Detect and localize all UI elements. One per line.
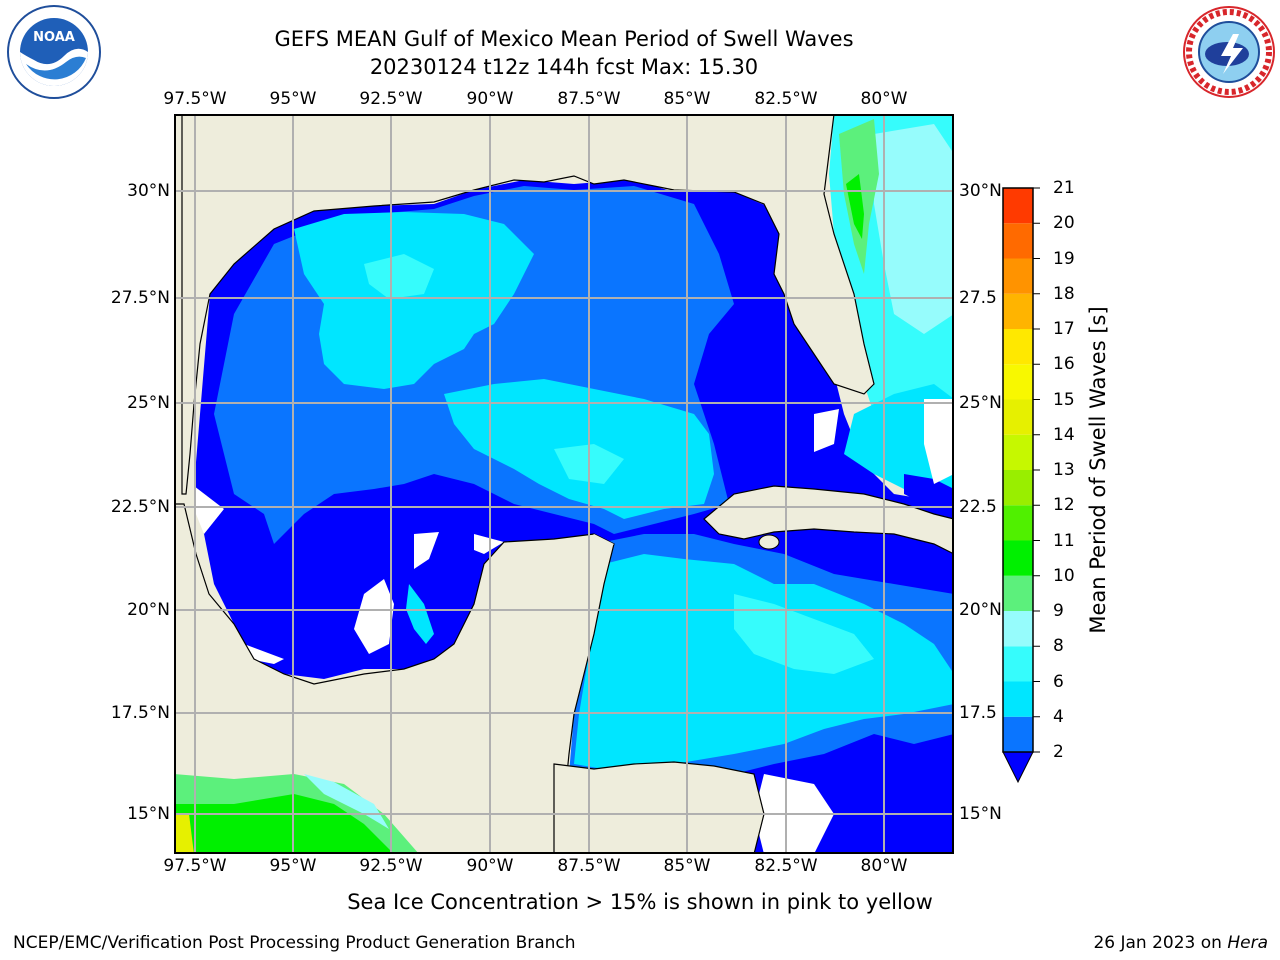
lon-label-bottom: 95°W [269,856,317,876]
pacific-ice-yellow [174,814,194,854]
central-america-land [553,761,765,854]
no-data-area [814,409,839,452]
lat-label-left: 27.5°N [110,288,170,308]
lat-label-right: 22.5 [959,497,997,517]
colorbar-segment [1003,364,1033,400]
colorbar-segment [1003,505,1033,541]
lat-label-right: 15°N [959,804,1002,824]
colorbar-tick-label: 4 [1053,706,1064,727]
sea-ice-note: Sea Ice Concentration > 15% is shown in … [347,890,933,914]
colorbar-segment [1003,399,1033,435]
lat-label-right: 27.5 [959,288,997,308]
mexico-land [174,503,615,854]
lat-label-right: 17.5 [959,703,997,723]
pacific-ice-green [174,794,394,854]
lon-label-top: 92.5°W [359,89,423,109]
colorbar-segment [1003,258,1033,294]
svg-text:NOAA: NOAA [33,30,75,45]
florida-straits-blue [904,474,954,509]
noaa-logo: NOAA [7,5,101,99]
lat-label-left: 17.5°N [110,703,170,723]
lon-label-bottom: 85°W [663,856,711,876]
yucatan-land [569,534,614,584]
pacific-ice-cyan [304,774,389,829]
lat-label-right: 20°N [959,600,1002,620]
colorbar-segment [1003,188,1033,224]
lon-label-top: 80°W [860,89,908,109]
swell-zone-4-6s-bay [406,584,434,644]
colorbar-tick-label: 14 [1053,424,1075,445]
colorbar-segment [1003,434,1033,470]
lon-label-bottom: 87.5°W [557,856,621,876]
colorbar-label: Mean Period of Swell Waves [s] [1086,306,1110,634]
chart-subtitle: 20230124 t12z 144h fcst Max: 15.30 [369,55,759,79]
colorbar-segment [1003,329,1033,365]
colorbar-segment [1003,470,1033,506]
lat-label-left: 20°N [127,600,170,620]
colorbar-segment [1003,611,1033,647]
atlantic-8-9s [874,124,954,334]
swell-period-map [174,114,954,854]
colorbar-tick-label: 10 [1053,565,1075,586]
lon-label-top: 95°W [269,89,317,109]
nws-logo [1183,6,1275,98]
lon-label-top: 82.5°W [754,89,818,109]
colorbar-tick-label: 2 [1053,742,1064,762]
footer-host: Hera [1227,933,1268,953]
no-data-area [194,486,224,534]
colorbar-segment [1003,540,1033,576]
lon-label-bottom: 90°W [466,856,514,876]
chart-title: GEFS MEAN Gulf of Mexico Mean Period of … [274,27,854,51]
lat-label-right: 25°N [959,393,1002,413]
lon-label-bottom: 92.5°W [359,856,423,876]
isla-juventud-land [758,534,780,550]
lon-label-bottom: 82.5°W [754,856,818,876]
cuba-land [703,485,954,555]
colorbar-tick-label: 16 [1053,354,1075,375]
lat-label-left: 30°N [127,181,170,201]
lon-label-bottom: 97.5°W [163,856,227,876]
lat-label-left: 22.5°N [110,497,170,517]
us-gulf-coast-land [174,114,875,495]
colorbar-tick-label: 15 [1053,389,1075,410]
swell-zone-6-8s [364,254,434,299]
footer-producer: NCEP/EMC/Verification Post Processing Pr… [13,933,576,953]
colorbar-tick-label: 19 [1053,248,1075,269]
lon-label-top: 87.5°W [557,89,621,109]
colorbar-tick-label: 20 [1053,213,1075,234]
swell-zone-4-6s-caribbean [574,554,954,769]
colorbar-segment [1003,681,1033,717]
graticule [174,114,954,854]
colorbar-tick-label: 11 [1053,530,1075,551]
lon-label-top: 97.5°W [163,89,227,109]
colorbar-tick-label: 12 [1053,495,1075,516]
colorbar-segment [1003,646,1033,682]
no-data-area [414,532,439,569]
footer-date-text: 26 Jan 2023 on [1093,933,1228,953]
no-data-area [354,579,394,654]
colorbar-segment [1003,575,1033,611]
lat-label-left: 15°N [127,804,170,824]
colorbar-tick-label: 18 [1053,283,1075,304]
lat-label-right: 30°N [959,181,1002,201]
colorbar-tick-label: 17 [1053,319,1075,339]
no-data-area [924,399,954,484]
colorbar-tick-label: 8 [1053,636,1064,657]
colorbar-tick-label: 6 [1053,671,1064,692]
colorbar-tick-label: 9 [1053,601,1064,621]
colorbar-under-extension [1002,751,1034,784]
swell-zone-4-6s [294,212,534,389]
lon-label-top: 90°W [466,89,514,109]
swell-zone-6-8s-3 [734,594,874,674]
colorbar-segment [1003,293,1033,329]
colorbar-tick-label: 21 [1053,178,1075,198]
colorbar-tick-label: 13 [1053,460,1075,480]
lon-label-top: 85°W [663,89,711,109]
lon-label-bottom: 80°W [860,856,908,876]
colorbar [1002,187,1040,784]
footer-date: 26 Jan 2023 on Hera [1093,933,1268,953]
colorbar-segment [1003,716,1033,752]
lat-label-left: 25°N [127,393,170,413]
colorbar-segment [1003,223,1033,259]
